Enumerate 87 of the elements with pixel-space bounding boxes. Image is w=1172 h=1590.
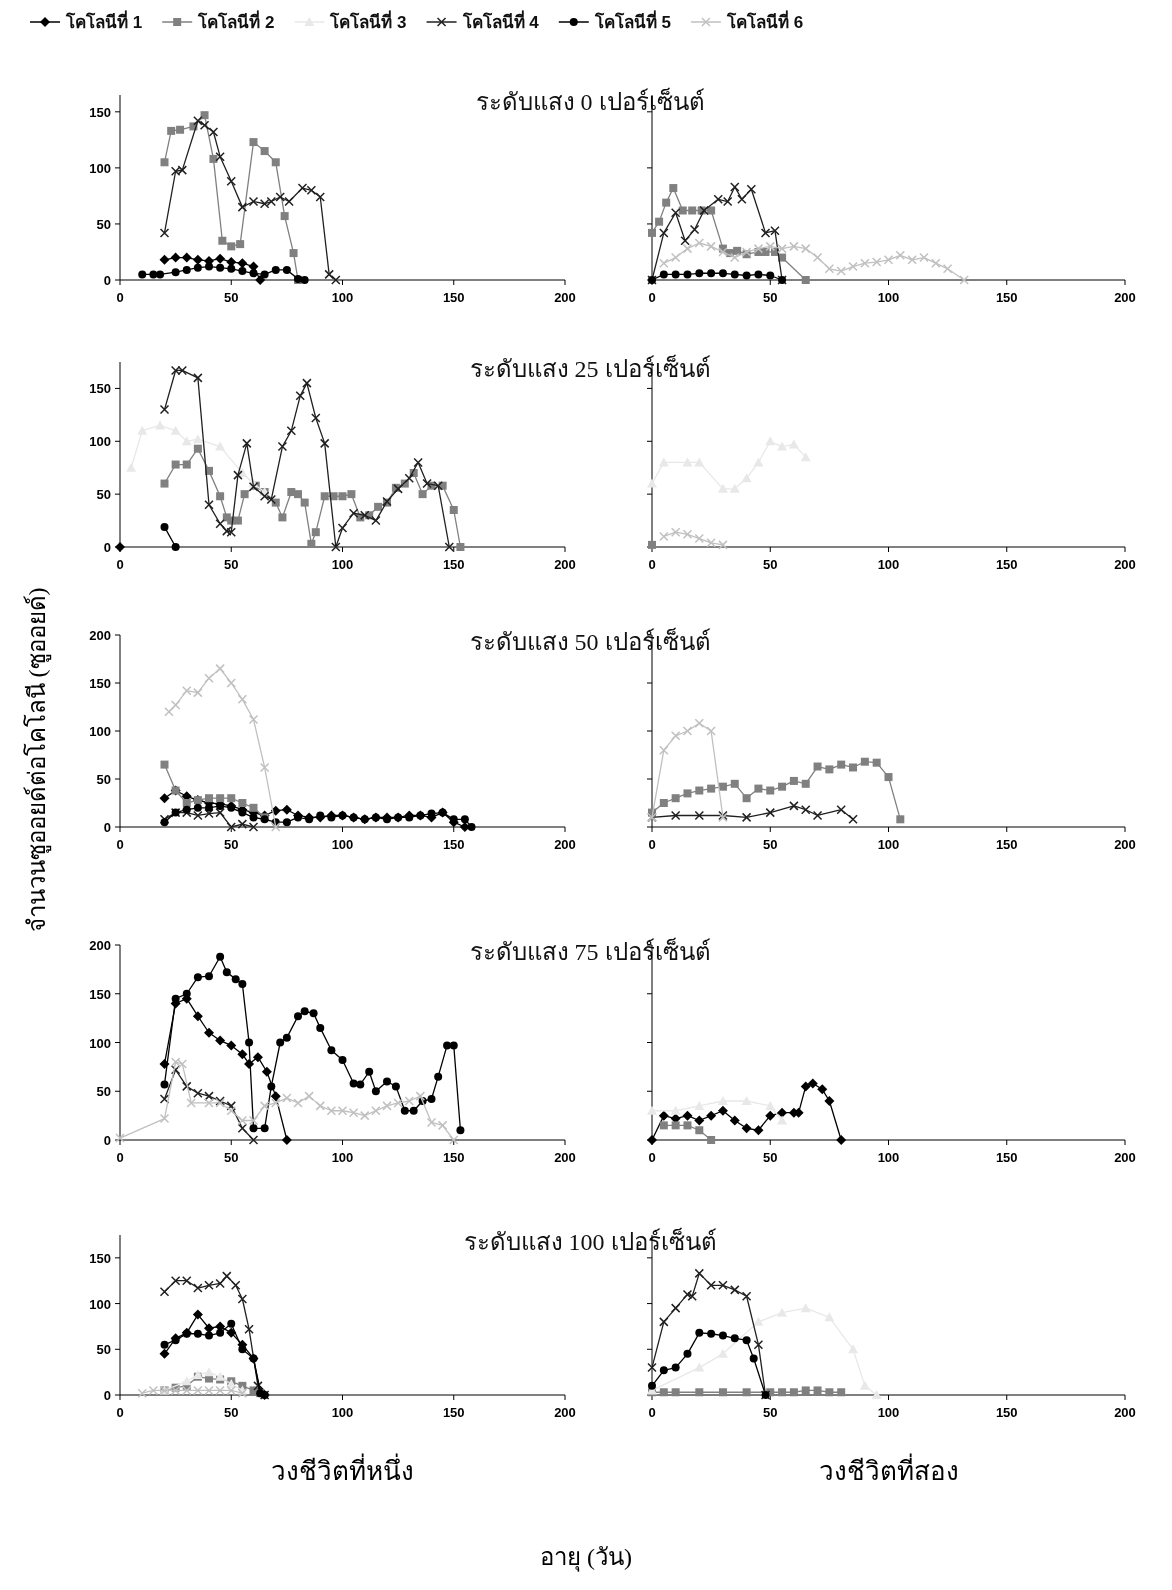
text: อายุ (วัน)	[540, 1544, 632, 1572]
x-tick-label: 100	[877, 1405, 900, 1420]
legend-label: โคโลนีที่ 4	[461, 10, 540, 32]
x-tick-label: 150	[995, 1150, 1018, 1165]
y-tick-label: 0	[103, 1133, 111, 1148]
x-tick-label: 150	[442, 1150, 465, 1165]
y-tick-label: 0	[103, 1388, 111, 1403]
x-tick-label: 150	[442, 290, 465, 305]
x-tick-label: 100	[331, 290, 354, 305]
legend-label: โคโลนีที่ 6	[725, 10, 804, 32]
legend-label: โคโลนีที่ 5	[593, 10, 671, 32]
x-tick-label: 50	[763, 557, 778, 572]
y-tick-label: 50	[96, 487, 111, 503]
x-tick-label: 0	[648, 290, 656, 305]
x-tick-label: 200	[1114, 290, 1136, 305]
x-tick-label: 0	[116, 290, 124, 305]
x-tick-label: 0	[116, 837, 124, 852]
x-tick-label: 100	[331, 557, 354, 572]
x-tick-label: 50	[763, 1150, 778, 1165]
chart-title: ระดับแสง 0 เปอร์เซ็นต์	[475, 87, 705, 115]
y-tick-label: 150	[89, 104, 111, 120]
x-tick-label: 200	[1114, 557, 1136, 572]
x-tick-label: 50	[224, 1150, 239, 1165]
x-tick-label: 0	[648, 1405, 656, 1420]
x-tick-label: 150	[995, 1405, 1018, 1420]
x-tick-label: 0	[648, 837, 656, 852]
x-tick-label: 50	[763, 837, 778, 852]
x-tick-label: 200	[1114, 837, 1136, 852]
legend-label: โคโลนีที่ 3	[329, 10, 407, 32]
x-tick-label: 200	[554, 1150, 576, 1165]
y-tick-label: 100	[89, 724, 111, 739]
x-tick-label: 50	[224, 557, 239, 572]
x-tick-label: 50	[224, 1405, 239, 1420]
y-tick-label: 0	[103, 820, 111, 835]
x-axis-title: วงชีวิตที่สอง	[818, 1453, 959, 1486]
x-axis-title: วงชีวิตที่หนึ่ง	[271, 1453, 414, 1486]
y-tick-label: 100	[89, 160, 111, 176]
x-tick-label: 150	[442, 837, 465, 852]
legend-label: โคโลนีที่ 1	[65, 10, 143, 32]
x-tick-label: 200	[1114, 1150, 1136, 1165]
x-tick-label: 50	[224, 290, 239, 305]
x-tick-label: 200	[554, 837, 576, 852]
x-tick-label: 100	[331, 837, 354, 852]
y-tick-label: 200	[89, 628, 111, 643]
x-tick-label: 150	[995, 557, 1018, 572]
y-tick-label: 200	[89, 938, 111, 953]
x-tick-label: 100	[877, 290, 900, 305]
chart-title: ระดับแสง 100 เปอร์เซ็นต์	[463, 1227, 717, 1255]
x-tick-label: 100	[877, 837, 900, 852]
x-tick-label: 200	[1114, 1405, 1136, 1420]
x-tick-label: 150	[995, 837, 1018, 852]
y-tick-label: 50	[96, 1342, 111, 1358]
x-tick-label: 150	[995, 290, 1018, 305]
x-tick-label: 100	[331, 1150, 354, 1165]
x-tick-label: 0	[116, 1150, 124, 1165]
y-axis-title: จำนวนซูออยด์ต่อโคโลนี (ซูออยด์)	[23, 587, 52, 933]
x-tick-label: 150	[442, 557, 465, 572]
y-tick-label: 150	[89, 381, 111, 397]
x-tick-label: 0	[116, 1405, 124, 1420]
x-tick-label: 100	[877, 557, 900, 572]
x-tick-label: 150	[442, 1405, 465, 1420]
x-tick-label: 100	[331, 1405, 354, 1420]
x-tick-label: 50	[763, 1405, 778, 1420]
x-tick-label: 200	[554, 557, 576, 572]
y-tick-label: 100	[89, 1296, 111, 1312]
y-tick-label: 150	[89, 676, 111, 691]
y-tick-label: 50	[96, 1084, 111, 1100]
y-tick-label: 0	[103, 540, 111, 555]
y-tick-label: 100	[89, 1035, 111, 1051]
y-tick-label: 50	[96, 216, 111, 232]
x-tick-label: 50	[224, 837, 239, 852]
y-tick-label: 150	[89, 986, 111, 1002]
x-tick-label: 50	[763, 290, 778, 305]
x-tick-label: 0	[648, 557, 656, 572]
x-tick-label: 200	[554, 1405, 576, 1420]
chart-title: ระดับแสง 50 เปอร์เซ็นต์	[469, 627, 711, 655]
legend-label: โคโลนีที่ 2	[197, 10, 275, 32]
y-tick-label: 100	[89, 434, 111, 450]
chart-title: ระดับแสง 25 เปอร์เซ็นต์	[469, 354, 711, 382]
y-tick-label: 50	[96, 772, 111, 787]
x-tick-label: 200	[554, 290, 576, 305]
chart-title: ระดับแสง 75 เปอร์เซ็นต์	[469, 937, 711, 965]
y-tick-label: 0	[103, 273, 111, 288]
y-tick-label: 150	[89, 1250, 111, 1266]
x-tick-label: 100	[877, 1150, 900, 1165]
x-tick-label: 0	[648, 1150, 656, 1165]
x-tick-label: 0	[116, 557, 124, 572]
